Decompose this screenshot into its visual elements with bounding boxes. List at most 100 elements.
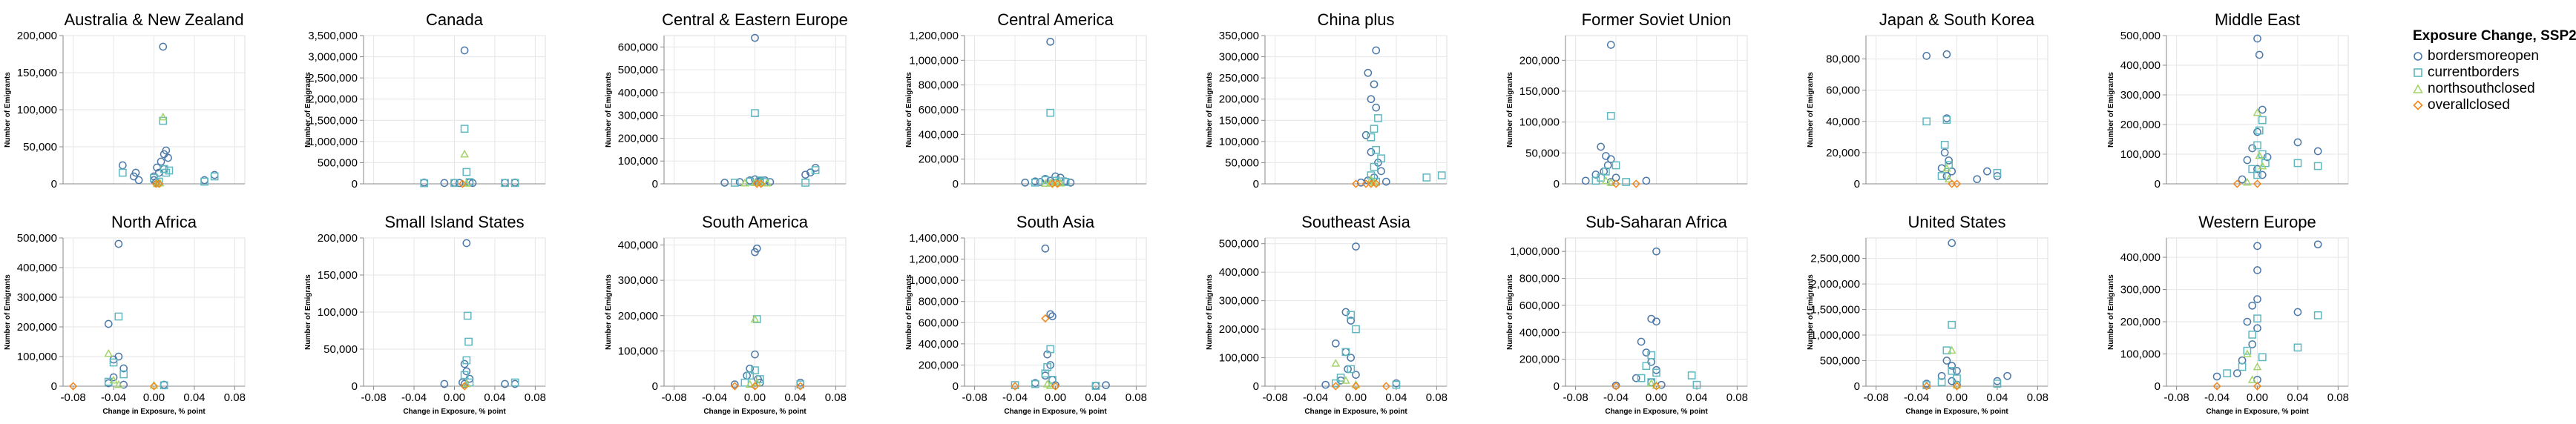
y-tick-label: 300,000 — [17, 291, 57, 304]
point-currentborders — [2293, 343, 2302, 352]
panel-title: Middle East — [2215, 10, 2300, 29]
y-tick-label: 600,000 — [618, 41, 658, 53]
point-bordersmoreopen — [730, 380, 739, 388]
point-bordersmoreopen — [2232, 369, 2241, 377]
point-northsouthclosed — [109, 375, 118, 384]
y-tick-label: 100,000 — [17, 351, 57, 363]
point-bordersmoreopen — [1021, 178, 1030, 187]
point-currentborders — [1374, 114, 1382, 122]
y-axis-label: Number of Emigrants — [2107, 274, 2115, 350]
point-currentborders — [1372, 145, 1381, 154]
y-tick-label: 50,000 — [1225, 156, 1259, 169]
legend-label-northsouthclosed: northsouthclosed — [2428, 81, 2535, 96]
point-overallclosed — [2232, 179, 2241, 188]
y-tick-label: 300,000 — [2120, 89, 2161, 102]
x-axis-label: Change in Exposure, % point — [703, 408, 806, 416]
y-tick-label: 400,000 — [2120, 251, 2161, 264]
panel-south-asia: South Asia 0 200,000 400,000 600,000 800,000 1… — [905, 213, 1147, 416]
point-currentborders — [1647, 351, 1656, 360]
point-currentborders — [2313, 311, 2322, 319]
y-tick-label: 350,000 — [1219, 30, 1259, 42]
y-tick-label: 100,000 — [2120, 148, 2161, 161]
point-northsouthclosed — [1056, 179, 1065, 187]
point-bordersmoreopen — [1581, 176, 1590, 185]
point-currentborders — [730, 179, 739, 187]
legend-item-currentborders: currentborders — [2413, 64, 2576, 81]
y-tick-label: 2,500,000 — [308, 72, 358, 85]
panel-title: China plus — [1318, 10, 1395, 29]
y-axis-label: Number of Emigrants — [2107, 72, 2115, 148]
point-bordersmoreopen — [1372, 46, 1381, 55]
point-northsouthclosed — [114, 380, 123, 388]
y-tick-label: 200,000 — [618, 132, 658, 145]
point-currentborders — [1637, 374, 1646, 382]
point-northsouthclosed — [1367, 175, 1376, 183]
x-axis-label: Change in Exposure, % point — [403, 408, 506, 416]
y-tick-label: 200,000 — [17, 30, 57, 42]
x-tick-label: -0.04 — [1303, 391, 1328, 404]
point-bordersmoreopen — [162, 146, 171, 155]
legend-label-overallclosed: overallclosed — [2428, 97, 2510, 113]
panel-small-island-states: Small Island States 0 50,000 100,000 150,000… — [304, 213, 546, 416]
point-currentborders — [1336, 374, 1345, 382]
point-currentborders — [1652, 368, 1660, 377]
point-overallclosed — [1922, 382, 1931, 391]
panel-canada: Canada 0 500,000 1,000,000 1,500,000 2,000,00… — [304, 10, 546, 191]
y-tick-label: 1,500,000 — [308, 114, 358, 127]
point-northsouthclosed — [2247, 375, 2257, 383]
y-tick-label: 60,000 — [1826, 85, 1860, 97]
point-northsouthclosed — [1601, 176, 1611, 185]
y-tick-label: 250,000 — [1219, 72, 1259, 85]
y-tick-label: 150,000 — [1519, 85, 1560, 98]
y-tick-label: 100,000 — [318, 306, 358, 319]
point-currentborders — [460, 125, 469, 133]
point-bordersmoreopen — [1347, 354, 1356, 362]
x-tick-label: 0.00 — [2247, 391, 2268, 404]
point-currentborders — [1331, 379, 1340, 388]
x-tick-label: -0.08 — [1864, 391, 1889, 404]
point-bordersmoreopen — [746, 364, 755, 373]
point-currentborders — [1370, 125, 1379, 133]
x-tick-label: -0.08 — [1563, 391, 1588, 404]
y-tick-label: 400,000 — [618, 239, 658, 252]
point-bordersmoreopen — [1597, 142, 1605, 151]
y-tick-label: 2,000,000 — [1810, 278, 1860, 291]
panel-title: Western Europe — [2198, 213, 2316, 231]
y-axis-label: Number of Emigrants — [905, 72, 913, 148]
point-bordersmoreopen — [2253, 242, 2261, 251]
y-axis-label: Number of Emigrants — [4, 72, 12, 148]
x-tick-label: -0.04 — [1904, 391, 1929, 404]
x-tick-label: 0.08 — [224, 391, 246, 404]
point-currentborders — [2248, 331, 2257, 339]
point-currentborders — [1352, 325, 1360, 334]
point-bordersmoreopen — [751, 350, 759, 359]
point-bordersmoreopen — [118, 161, 127, 170]
point-overallclosed — [1372, 179, 1381, 188]
point-northsouthclosed — [1646, 379, 1656, 387]
point-currentborders — [1606, 111, 1615, 120]
point-bordersmoreopen — [2238, 175, 2247, 184]
point-currentborders — [2313, 162, 2322, 170]
y-tick-label: 200,000 — [1519, 54, 1560, 67]
point-northsouthclosed — [460, 149, 469, 158]
point-northsouthclosed — [2243, 177, 2252, 186]
y-tick-label: 400,000 — [2120, 59, 2161, 72]
point-bordersmoreopen — [2212, 372, 2221, 381]
y-tick-label: 0 — [1854, 178, 1860, 191]
point-currentborders — [796, 380, 805, 388]
y-tick-label: 100,000 — [618, 345, 658, 357]
point-bordersmoreopen — [119, 364, 128, 373]
y-tick-label: 200,000 — [1219, 93, 1259, 106]
point-overallclosed — [154, 179, 163, 188]
point-currentborders — [2253, 170, 2261, 179]
panel-australia-new-zealand: Australia & New Zealand 0 50,000 100,000 150… — [4, 10, 246, 191]
point-currentborders — [1367, 171, 1376, 179]
point-currentborders — [1937, 378, 1946, 386]
y-tick-label: 0 — [51, 380, 57, 393]
point-bordersmoreopen — [1372, 103, 1381, 112]
point-currentborders — [1377, 154, 1385, 163]
point-currentborders — [1937, 172, 1946, 180]
panel-title: Central America — [997, 10, 1114, 29]
panel-sub-saharan-africa: Sub-Saharan Africa 0 200,000 400,000 600,000… — [1506, 213, 1748, 416]
point-bordersmoreopen — [1341, 308, 1350, 317]
